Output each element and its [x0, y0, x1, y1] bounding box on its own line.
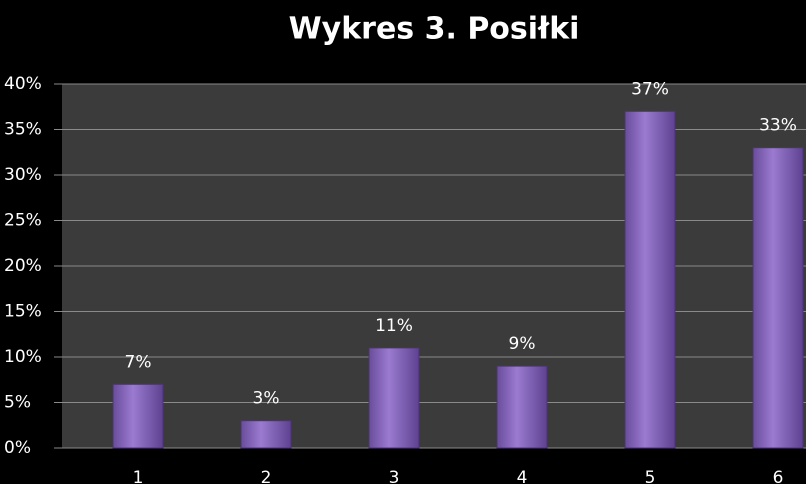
x-tick-label: 5 [645, 468, 656, 484]
x-tick-label: 2 [261, 468, 272, 484]
y-tick-label: 15% [4, 302, 42, 322]
bar [112, 383, 164, 449]
y-tick-label: 40% [4, 74, 42, 94]
y-tick-label: 30% [4, 165, 42, 185]
x-tick-label: 6 [773, 468, 784, 484]
x-tick-label: 4 [517, 468, 528, 484]
data-label: 37% [631, 79, 669, 99]
data-label: 3% [253, 389, 280, 409]
chart-title: Wykres 3. Posiłki [289, 12, 580, 47]
bar [496, 365, 548, 449]
data-label: 9% [509, 334, 536, 354]
bar [240, 420, 292, 449]
bar [752, 147, 804, 449]
data-label: 11% [375, 316, 413, 336]
x-tick-label: 1 [133, 468, 144, 484]
y-tick-label: 25% [4, 211, 42, 231]
y-tick-label: 20% [4, 256, 42, 276]
y-tick-label: 5% [4, 393, 31, 413]
bar [368, 347, 420, 449]
bar [624, 110, 676, 449]
data-label: 33% [759, 116, 797, 136]
x-tick-label: 3 [389, 468, 400, 484]
y-tick-label: 35% [4, 120, 42, 140]
data-label: 7% [125, 352, 152, 372]
y-tick-label: 0% [4, 438, 31, 458]
y-tick-label: 10% [4, 347, 42, 367]
